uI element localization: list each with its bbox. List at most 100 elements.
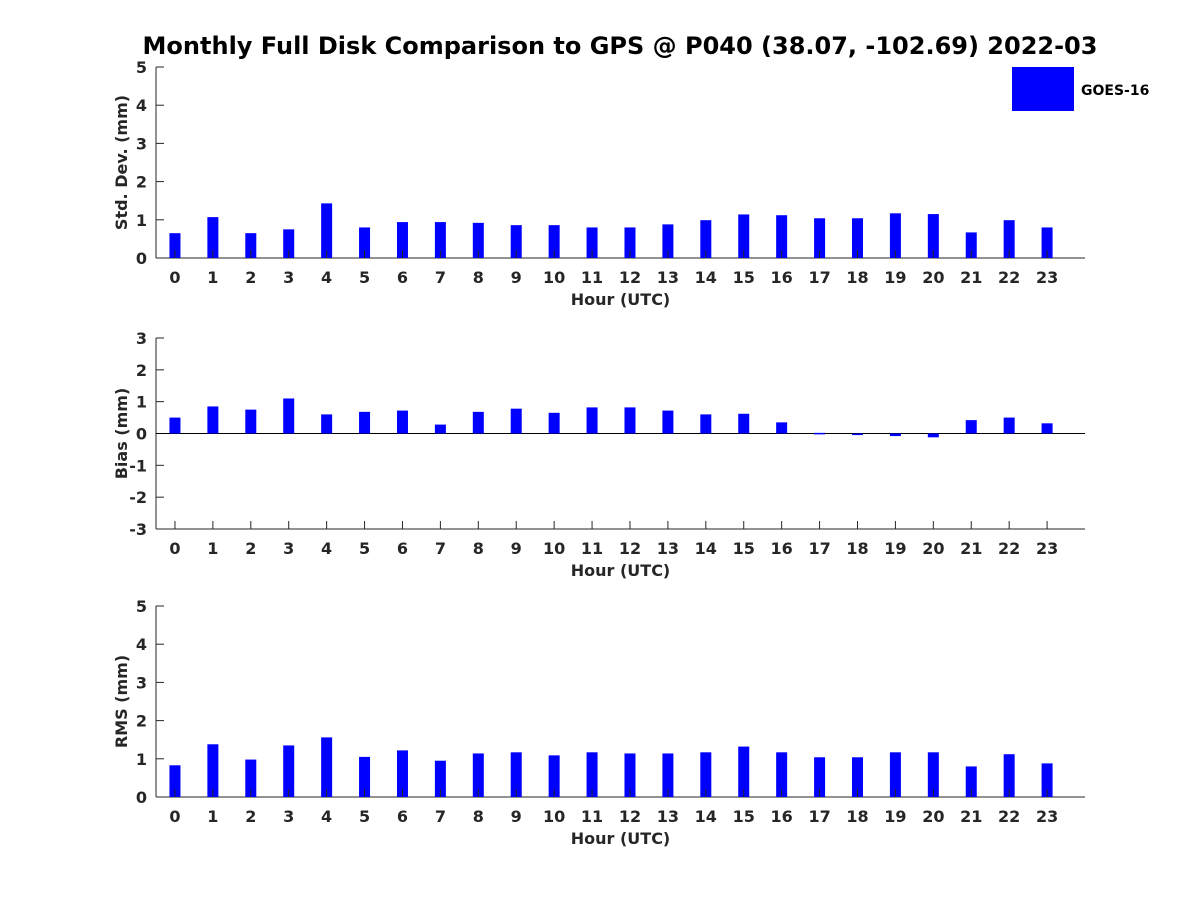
std-dev-x-tick-label: 9 [511,268,522,287]
rms-bar [472,753,484,797]
rms-x-tick-label: 14 [695,807,717,826]
rms-bar [396,750,408,797]
bias-bar [548,412,560,434]
bias-x-tick-label: 5 [359,539,370,558]
bias-bar [927,433,939,438]
std-dev-x-tick-label: 0 [169,268,180,287]
bias-bar [814,432,826,435]
rms-x-tick-label: 3 [283,807,294,826]
rms-x-tick-label: 17 [808,807,830,826]
bias-bar [434,424,446,434]
bias-x-tick-label: 11 [581,539,603,558]
bias-bar [169,417,181,434]
rms-x-tick-label: 19 [884,807,906,826]
std-dev-bar [434,222,446,258]
bias-x-tick-label: 9 [511,539,522,558]
bias-bar [851,433,863,436]
std-dev-bar [586,227,598,258]
rms-x-tick-label: 12 [619,807,641,826]
rms-bar [510,752,522,797]
bias-x-tick-label: 15 [733,539,755,558]
std-dev-x-tick-label: 12 [619,268,641,287]
std-dev-bar [283,229,295,258]
legend-swatch-goes16 [1012,67,1074,111]
bias-bar [700,414,712,434]
std-dev-x-tick-label: 1 [207,268,218,287]
legend-label-goes16: GOES-16 [1081,83,1149,99]
rms-bar [927,752,939,797]
bias-x-tick-label: 22 [998,539,1020,558]
rms-x-tick-label: 5 [359,807,370,826]
std-dev-bar [1041,227,1053,258]
std-dev-x-tick-label: 2 [245,268,256,287]
rms-bar [169,765,181,797]
bias-x-tick-label: 8 [473,539,484,558]
rms-x-axis-label: Hour (UTC) [571,829,671,848]
std-dev-bar [510,225,522,258]
std-dev-bar [548,225,560,258]
std-dev-bar [965,232,977,258]
std-dev-x-tick-label: 16 [771,268,793,287]
bias-bar [586,407,598,434]
bias-bar [321,414,333,434]
rms-bar [283,745,295,797]
std-dev-y-tick-label: 4 [136,96,147,115]
std-dev-bar [396,222,408,258]
std-dev-x-tick-label: 17 [808,268,830,287]
std-dev-bar [472,222,484,258]
std-dev-x-tick-label: 6 [397,268,408,287]
rms-bar [1003,754,1015,797]
bias-bar [889,433,901,437]
bias-x-tick-label: 21 [960,539,982,558]
bias-y-tick-label: 0 [136,425,147,444]
std-dev-x-tick-label: 21 [960,268,982,287]
std-dev-x-tick-label: 15 [733,268,755,287]
rms-x-tick-label: 0 [169,807,180,826]
rms-bar [889,752,901,797]
bias-bar [283,398,295,434]
bias-bar [1041,423,1053,434]
rms-bar [245,759,257,797]
bias-x-tick-label: 19 [884,539,906,558]
std-dev-x-tick-label: 7 [435,268,446,287]
std-dev-x-tick-label: 14 [695,268,717,287]
std-dev-y-tick-label: 3 [136,134,147,153]
rms-bar [662,753,674,797]
rms-bar [851,757,863,797]
bias-bar [738,413,750,434]
std-dev-bar [169,233,181,258]
std-dev-x-tick-label: 11 [581,268,603,287]
bias-bar [359,411,371,434]
bias-bar [396,410,408,434]
bias-x-tick-label: 13 [657,539,679,558]
rms-x-tick-label: 21 [960,807,982,826]
std-dev-x-tick-label: 4 [321,268,332,287]
bias-bar [510,408,522,434]
bias-y-tick-label: -1 [129,456,147,475]
rms-x-tick-label: 6 [397,807,408,826]
bias-x-tick-label: 20 [922,539,944,558]
rms-x-tick-label: 2 [245,807,256,826]
bias-bar [472,411,484,434]
bias-x-tick-label: 17 [808,539,830,558]
rms-bar [207,744,219,797]
rms-y-tick-label: 5 [136,597,147,616]
std-dev-y-axis-label: Std. Dev. (mm) [112,95,131,230]
bias-x-tick-label: 10 [543,539,565,558]
rms-x-tick-label: 1 [207,807,218,826]
std-dev-bar [245,233,257,258]
bias-x-tick-label: 4 [321,539,332,558]
bias-x-tick-label: 14 [695,539,717,558]
std-dev-bar [359,227,371,258]
rms-x-tick-label: 18 [846,807,868,826]
rms-x-tick-label: 20 [922,807,944,826]
rms-x-tick-label: 13 [657,807,679,826]
std-dev-y-tick-label: 0 [136,249,147,268]
bias-x-tick-label: 7 [435,539,446,558]
std-dev-x-tick-label: 13 [657,268,679,287]
rms-bar [776,752,788,797]
